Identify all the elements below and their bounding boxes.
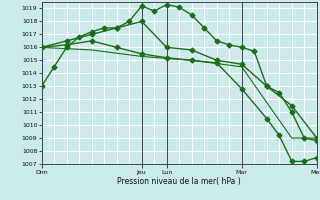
X-axis label: Pression niveau de la mer( hPa ): Pression niveau de la mer( hPa ) xyxy=(117,177,241,186)
